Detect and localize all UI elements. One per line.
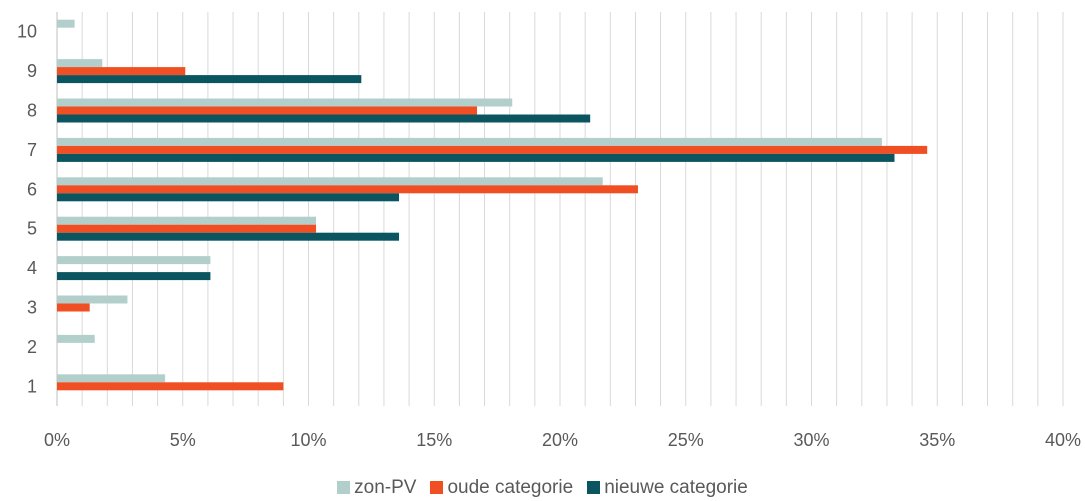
bar-chart: 1 2 3 4 5 6 7 8 9 10 0% 5% 10% 15% 20% 25% 30% 35% 40% xyxy=(17,12,1081,450)
x-tick-label: 25% xyxy=(668,430,704,450)
y-tick-label: 6 xyxy=(27,179,37,199)
bar-zon-pv-3 xyxy=(57,295,128,304)
y-axis-ticks: 1 2 3 4 5 6 7 8 9 10 xyxy=(17,22,37,397)
x-tick-label: 15% xyxy=(416,430,452,450)
gridlines xyxy=(56,12,1064,406)
y-tick-label: 2 xyxy=(27,337,37,357)
bar-zon-pv-10 xyxy=(57,19,75,28)
bar-nieuwe-categorie-8 xyxy=(57,114,591,123)
x-tick-label: 35% xyxy=(919,430,955,450)
bar-zon-pv-6 xyxy=(57,177,603,186)
x-tick-label: 30% xyxy=(793,430,829,450)
bar-nieuwe-categorie-9 xyxy=(57,75,362,84)
x-axis-ticks: 0% 5% 10% 15% 20% 25% 30% 35% 40% xyxy=(44,430,1081,450)
legend-swatch-zon-pv xyxy=(337,481,351,494)
bar-oude-categorie-9 xyxy=(57,67,186,76)
x-tick-label: 5% xyxy=(170,430,196,450)
y-tick-label: 8 xyxy=(27,101,37,121)
y-tick-label: 1 xyxy=(27,376,37,396)
legend: zon-PV oude categorie nieuwe categorie xyxy=(0,474,1085,501)
bar-zon-pv-7 xyxy=(57,137,882,146)
x-tick-label: 0% xyxy=(44,430,70,450)
y-tick-label: 3 xyxy=(27,298,37,318)
legend-item-nieuwe-categorie: nieuwe categorie xyxy=(587,477,748,499)
bar-oude-categorie-7 xyxy=(57,145,928,154)
bar-oude-categorie-1 xyxy=(57,382,284,391)
bars xyxy=(57,19,928,391)
bar-oude-categorie-6 xyxy=(57,185,638,194)
legend-item-zon-pv: zon-PV xyxy=(337,477,416,499)
legend-label-oude-categorie: oude categorie xyxy=(447,476,574,498)
x-tick-label: 20% xyxy=(542,430,578,450)
bar-oude-categorie-3 xyxy=(57,303,90,312)
legend-swatch-nieuwe-categorie xyxy=(587,481,601,494)
bar-zon-pv-8 xyxy=(57,98,513,107)
y-tick-label: 7 xyxy=(27,140,37,160)
legend-label-zon-pv: zon-PV xyxy=(354,476,417,498)
bar-nieuwe-categorie-5 xyxy=(57,232,400,241)
y-tick-label: 4 xyxy=(27,258,37,278)
y-tick-label: 10 xyxy=(17,22,37,42)
bar-zon-pv-5 xyxy=(57,216,317,225)
x-tick-label: 40% xyxy=(1045,430,1081,450)
bar-oude-categorie-5 xyxy=(57,224,317,233)
bar-nieuwe-categorie-7 xyxy=(57,153,895,162)
legend-label-nieuwe-categorie: nieuwe categorie xyxy=(604,476,748,498)
bar-zon-pv-9 xyxy=(57,59,103,68)
legend-item-oude-categorie: oude categorie xyxy=(430,477,573,499)
bar-nieuwe-categorie-4 xyxy=(57,272,211,281)
bar-zon-pv-1 xyxy=(57,374,166,383)
bar-zon-pv-2 xyxy=(57,334,95,343)
y-tick-label: 5 xyxy=(27,219,37,239)
bar-nieuwe-categorie-6 xyxy=(57,193,400,202)
x-tick-label: 10% xyxy=(290,430,326,450)
y-tick-label: 9 xyxy=(27,61,37,81)
bar-oude-categorie-8 xyxy=(57,106,478,115)
legend-swatch-oude-categorie xyxy=(430,481,444,494)
bar-zon-pv-4 xyxy=(57,256,211,265)
